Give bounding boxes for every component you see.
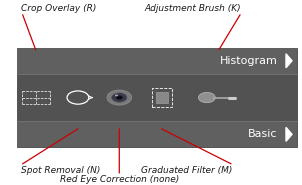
Text: Red Eye Correction (none): Red Eye Correction (none): [60, 175, 179, 184]
Polygon shape: [286, 54, 292, 68]
FancyBboxPatch shape: [17, 48, 297, 147]
Text: Adjustment Brush (K): Adjustment Brush (K): [145, 4, 242, 13]
Circle shape: [198, 92, 215, 103]
Circle shape: [107, 90, 132, 105]
Text: Graduated Filter (M): Graduated Filter (M): [141, 166, 233, 175]
Polygon shape: [286, 127, 292, 141]
FancyBboxPatch shape: [156, 92, 168, 103]
Text: Basic: Basic: [248, 129, 278, 139]
Text: Histogram: Histogram: [220, 56, 278, 66]
Text: Crop Overlay (R): Crop Overlay (R): [21, 4, 97, 13]
FancyBboxPatch shape: [17, 121, 297, 147]
Circle shape: [112, 93, 127, 102]
Circle shape: [116, 95, 123, 100]
Text: Spot Removal (N): Spot Removal (N): [21, 166, 101, 175]
FancyBboxPatch shape: [17, 48, 297, 74]
Circle shape: [115, 95, 118, 96]
